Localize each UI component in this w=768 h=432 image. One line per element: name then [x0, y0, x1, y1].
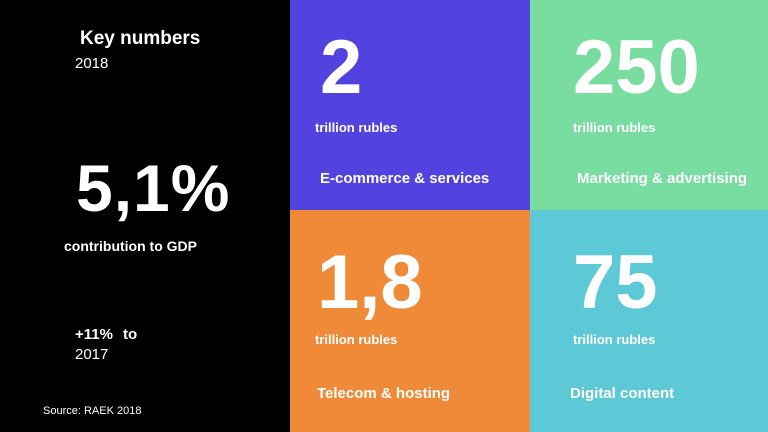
- tile-category: Telecom & hosting: [317, 385, 451, 402]
- tile-telecom: 1,8 trillion rubles Telecom & hosting: [290, 210, 530, 432]
- tile-category: Digital content: [570, 385, 675, 402]
- gdp-contribution-label: contribution to GDP: [64, 238, 197, 254]
- tile-ecommerce: 2 trillion rubles E-commerce & services: [290, 0, 530, 210]
- tile-unit: trillion rubles: [315, 120, 398, 135]
- key-numbers-panel: Key numbers 2018 5,1% contribution to GD…: [0, 0, 290, 432]
- tile-unit: trillion rubles: [315, 332, 398, 347]
- growth-year: 2017: [75, 346, 109, 363]
- gdp-contribution-value: 5,1%: [76, 151, 231, 225]
- tile-category: E-commerce & services: [320, 170, 490, 187]
- tile-marketing: 250 trillion rubles Marketing & advertis…: [530, 0, 768, 210]
- growth-to: to: [122, 326, 138, 343]
- growth-line: +11% to: [75, 326, 137, 343]
- panel-year: 2018: [75, 55, 109, 72]
- source-note: Source: RAEK 2018: [43, 405, 142, 417]
- panel-title: Key numbers: [80, 28, 201, 49]
- tile-value: 250: [573, 25, 700, 110]
- tile-value: 2: [320, 25, 363, 110]
- tile-value: 75: [573, 240, 658, 325]
- growth-value: +11%: [75, 326, 113, 343]
- tile-category: Marketing & advertising: [577, 170, 748, 187]
- tile-digital-content: 75 trillion rubles Digital content: [530, 210, 768, 432]
- tile-unit: trillion rubles: [573, 332, 656, 347]
- tile-unit: trillion rubles: [573, 120, 656, 135]
- tile-value: 1,8: [317, 240, 423, 325]
